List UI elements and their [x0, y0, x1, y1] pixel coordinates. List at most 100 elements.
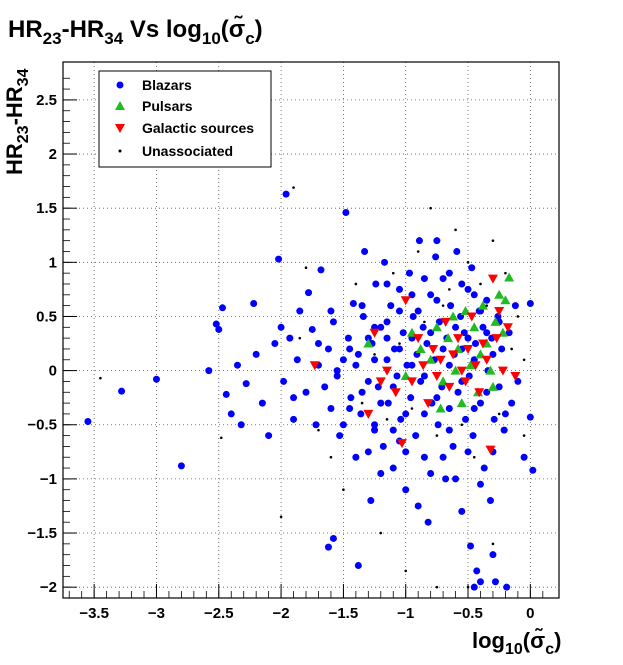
point-blazars: [453, 247, 461, 255]
point-blazars: [412, 432, 420, 440]
point-blazars: [452, 323, 460, 331]
point-unassociated: [504, 271, 507, 275]
point-blazars: [433, 394, 441, 402]
point-blazars: [308, 325, 316, 333]
point-blazars: [458, 280, 466, 288]
point-blazars: [364, 377, 372, 385]
point-blazars: [317, 266, 325, 274]
point-blazars: [503, 583, 511, 591]
y-tick-label: 1.5: [36, 200, 57, 217]
point-blazars: [389, 426, 397, 434]
point-unassociated: [398, 342, 401, 345]
point-unassociated: [429, 206, 432, 210]
point-unassociated: [329, 455, 333, 459]
point-galactic-sources: [435, 355, 446, 365]
point-blazars: [359, 312, 367, 320]
point-galactic-sources: [460, 377, 471, 387]
point-blazars: [374, 383, 382, 391]
point-blazars: [529, 466, 537, 474]
point-blazars: [333, 367, 341, 375]
point-pulsars: [456, 398, 467, 408]
y-tick-label: −0.5: [27, 417, 57, 434]
point-blazars: [415, 237, 423, 245]
point-galactic-sources: [502, 323, 513, 333]
point-galactic-sources: [456, 366, 467, 376]
point-blazars: [454, 388, 462, 396]
point-blazars: [336, 432, 344, 440]
point-blazars: [293, 356, 301, 364]
point-blazars: [402, 410, 410, 418]
point-galactic-sources: [497, 366, 508, 376]
y-tick-label: 2: [49, 146, 57, 163]
x-tick-label: −2: [273, 605, 290, 622]
point-galactic-sources: [440, 317, 451, 327]
point-blazars: [480, 464, 488, 472]
point-blazars: [407, 394, 415, 402]
point-unassociated: [317, 428, 320, 432]
y-tick-label: −2: [40, 579, 57, 596]
point-blazars: [352, 453, 360, 461]
point-unassociated: [516, 315, 520, 318]
legend-label-pulsars: Pulsars: [142, 98, 193, 114]
point-blazars: [445, 269, 453, 277]
point-blazars: [390, 345, 398, 353]
point-unassociated: [219, 436, 223, 440]
point-blazars: [432, 253, 440, 261]
point-blazars: [342, 209, 350, 217]
point-blazars: [312, 421, 320, 429]
point-blazars: [383, 356, 391, 364]
point-blazars: [483, 329, 491, 337]
point-blazars: [445, 405, 453, 413]
point-blazars: [464, 334, 472, 342]
point-galactic-sources: [453, 334, 464, 344]
point-galactic-sources: [309, 361, 320, 371]
point-blazars: [439, 275, 447, 283]
point-blazars: [434, 421, 442, 429]
point-pulsars: [485, 365, 496, 375]
point-unassociated: [416, 250, 420, 253]
point-unassociated: [448, 288, 451, 291]
point-blazars: [500, 426, 508, 434]
point-blazars: [347, 394, 355, 402]
point-blazars: [508, 399, 516, 407]
point-blazars: [354, 350, 362, 358]
point-unassociated: [354, 282, 358, 286]
point-unassociated: [466, 261, 470, 264]
point-blazars: [476, 480, 484, 488]
point-pulsars: [490, 316, 501, 326]
point-blazars: [286, 334, 294, 342]
y-tick-label: −1: [40, 471, 57, 488]
point-blazars: [402, 448, 410, 456]
point-blazars: [327, 307, 335, 315]
point-blazars: [447, 302, 455, 310]
point-galactic-sources: [396, 439, 407, 449]
point-galactic-sources: [444, 382, 455, 392]
point-blazars: [242, 380, 250, 388]
point-blazars: [222, 390, 230, 398]
x-tick-label: −3.5: [79, 605, 109, 622]
point-blazars: [361, 247, 369, 255]
point-unassociated: [304, 266, 308, 270]
point-blazars: [212, 320, 220, 328]
point-pulsars: [425, 354, 436, 364]
point-blazars: [409, 312, 417, 320]
point-blazars: [399, 329, 407, 337]
y-tick-label: 0.5: [36, 308, 57, 325]
point-blazars: [371, 356, 379, 364]
point-blazars: [252, 350, 260, 358]
point-blazars: [395, 285, 403, 293]
point-blazars: [271, 340, 279, 348]
point-pulsars: [477, 300, 488, 310]
point-unassociated: [522, 358, 526, 362]
point-unassociated: [454, 228, 457, 232]
point-pulsars: [469, 322, 480, 332]
point-pulsars: [500, 295, 511, 305]
point-blazars: [177, 462, 185, 470]
point-pulsars: [504, 272, 515, 282]
point-unassociated: [510, 347, 513, 351]
point-galactic-sources: [390, 388, 401, 398]
point-blazars: [433, 237, 441, 245]
point-blazars: [258, 399, 266, 407]
point-blazars: [419, 323, 427, 331]
legend-marker-unassociated: [118, 149, 122, 153]
